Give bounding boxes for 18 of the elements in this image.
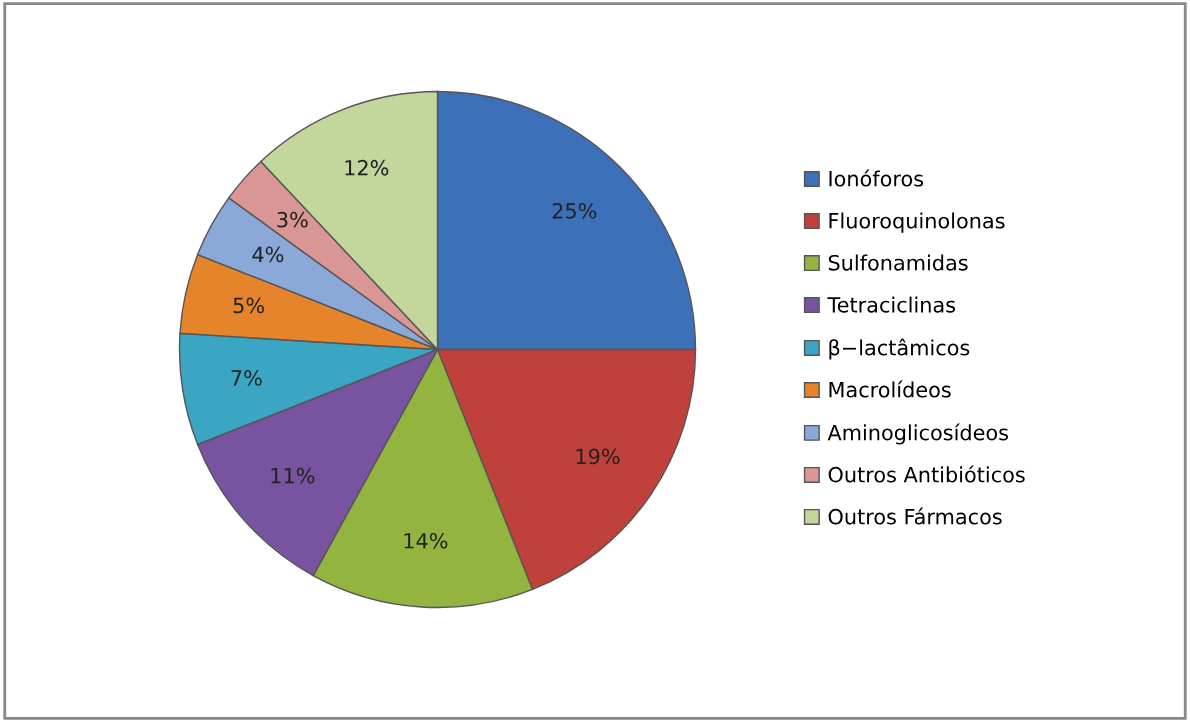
- legend-label: Tetraciclinas: [827, 296, 956, 313]
- data-label: 3%: [277, 211, 308, 228]
- legend-label: Macrolídeos: [829, 380, 951, 398]
- data-label: 19%: [576, 448, 620, 465]
- legend-label: Outros Fármacos: [828, 507, 1002, 525]
- data-label: 25%: [552, 202, 597, 219]
- data-label: 4%: [252, 246, 284, 263]
- legend-label: β−lactâmicos: [829, 338, 970, 360]
- legend-label: Outros Antibióticos: [828, 465, 1025, 483]
- data-label: 14%: [404, 532, 448, 549]
- data-label: 12%: [345, 159, 389, 176]
- legend-label: Aminoglicosídeos: [827, 423, 1009, 445]
- data-label: 7%: [231, 370, 262, 386]
- data-label: 5%: [233, 297, 265, 314]
- legend-label: Ionóforos: [829, 169, 924, 187]
- legend-label: Fluoroquinolonas: [829, 212, 1005, 233]
- data-label: 11%: [271, 467, 315, 484]
- legend-label: Sulfonamidas: [828, 254, 968, 271]
